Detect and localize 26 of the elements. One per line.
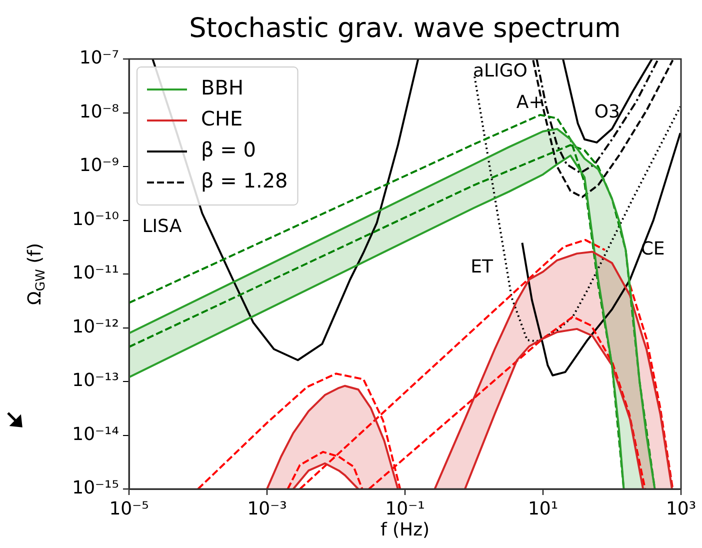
x-tick-label: 10³ bbox=[666, 498, 696, 520]
x-tick-label: 10⁻¹ bbox=[385, 498, 425, 520]
y-tick-label: 10⁻¹² bbox=[72, 316, 119, 338]
y-tick-label: 10⁻¹⁴ bbox=[72, 424, 119, 445]
legend-label: BBH bbox=[201, 76, 244, 100]
y-tick-label: 10⁻⁹ bbox=[79, 155, 119, 176]
y-tick-label: 10⁻¹¹ bbox=[72, 262, 119, 284]
y-tick-label: 10⁻⁸ bbox=[79, 101, 119, 122]
x-tick-label: 10⁻⁵ bbox=[109, 498, 149, 520]
x-axis-title: f (Hz) bbox=[380, 520, 430, 541]
legend-label: β = 1.28 bbox=[201, 168, 288, 193]
x-tick-label: 10¹ bbox=[528, 498, 558, 520]
annotation: A+ bbox=[516, 92, 544, 113]
annotation: ET bbox=[470, 256, 494, 278]
legend-label: β = 0 bbox=[201, 138, 256, 162]
annotation: aLIGO bbox=[472, 60, 528, 82]
legend-label: CHE bbox=[201, 106, 243, 131]
annotation: O3 bbox=[594, 101, 620, 122]
annotation: LISA bbox=[142, 216, 182, 237]
x-tick-label: 10⁻³ bbox=[247, 498, 287, 520]
y-tick-label: 10⁻⁷ bbox=[79, 48, 119, 69]
y-tick-label: 10⁻¹⁵ bbox=[72, 478, 119, 499]
chart-title: Stochastic grav. wave spectrum bbox=[189, 13, 621, 44]
y-axis-title: ΩGW (f) bbox=[24, 242, 48, 306]
y-tick-label: 10⁻¹⁰ bbox=[72, 208, 119, 230]
y-tick-label: 10⁻¹³ bbox=[72, 370, 119, 392]
